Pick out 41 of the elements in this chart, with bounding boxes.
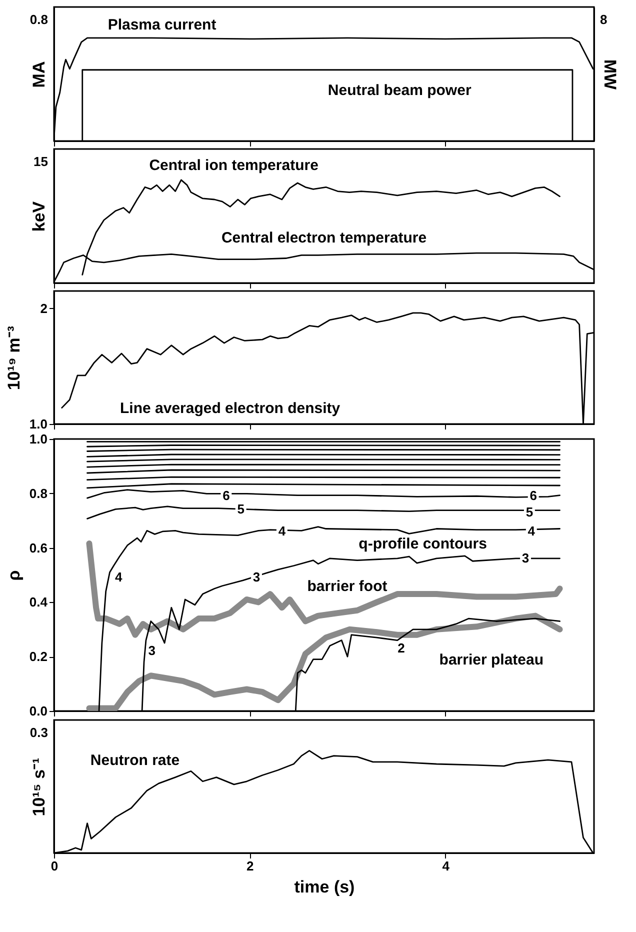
y-tick-label: 0.0 [29, 704, 48, 718]
annotation: 5 [237, 502, 244, 517]
y-tick-label: 0.8 [29, 486, 48, 501]
annotation: 4 [114, 570, 123, 585]
annotation: Central electron temperature [221, 229, 427, 246]
y-tick-label: 0.6 [29, 540, 48, 556]
x-tick-label: 0 [50, 858, 58, 874]
annotation: 3 [148, 643, 156, 658]
text: Central ion temperature [149, 157, 318, 174]
annotation: 3 [252, 570, 260, 585]
x-axis-title: time (s) [294, 878, 355, 896]
y-axis-title: MA [30, 61, 48, 88]
text: 8 [600, 12, 608, 27]
annotation: q-profile contours [358, 535, 487, 552]
annotation: 6 [222, 488, 230, 504]
y-axis-title: keV [30, 200, 48, 232]
y-axis-title: ρ [4, 570, 24, 581]
text: Plasma current [108, 16, 216, 34]
y-tick-label: 1.0 [29, 416, 48, 432]
text: 15 [34, 154, 48, 169]
y2-axis-title: MW [600, 59, 620, 91]
annotation: barrier plateau [439, 651, 544, 668]
annotation: barrier foot [307, 578, 388, 595]
annotation: 4 [278, 523, 286, 538]
annotation: 5 [526, 504, 534, 520]
y-axis-title: 10¹⁹ m⁻³ [4, 326, 24, 390]
annotation: Neutron rate [90, 752, 180, 769]
x-tick-label: 2 [246, 858, 254, 874]
annotation: 3 [522, 550, 530, 566]
y-tick-label: 0.2 [29, 649, 48, 664]
y-tick-label: 0.4 [29, 594, 48, 610]
x-tick-label: 4 [442, 858, 450, 874]
annotation: 4 [528, 523, 536, 538]
y-axis-title: 10¹⁵ s⁻¹ [30, 757, 48, 816]
y-tick-label: 1.0 [29, 432, 48, 446]
annotation: 2 [398, 640, 405, 656]
y-tick-label: 2 [40, 300, 48, 316]
text: 0.3 [30, 725, 48, 740]
annotation: Neutral beam power [328, 82, 472, 100]
annotation: 6 [530, 488, 537, 504]
annotation: Line averaged electron density [120, 400, 341, 418]
